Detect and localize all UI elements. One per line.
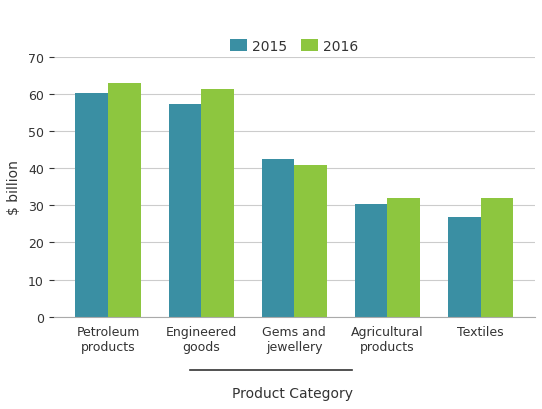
Bar [262,160,294,317]
Bar [108,84,141,317]
Bar [448,217,481,317]
Legend: 2015, 2016: 2015, 2016 [224,34,364,59]
Text: Product Category: Product Category [232,387,353,400]
Y-axis label: $ billion: $ billion [7,160,21,215]
Bar [75,93,108,317]
Bar [388,199,420,317]
Bar [169,104,201,317]
Bar [481,199,513,317]
Bar [355,204,388,317]
Bar [201,90,234,317]
Bar [294,165,327,317]
